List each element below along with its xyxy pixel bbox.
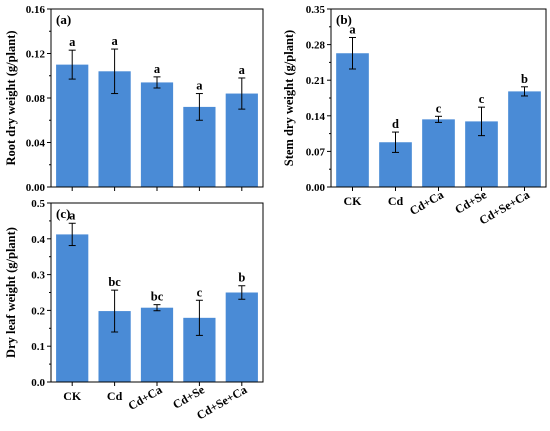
bar <box>56 64 89 187</box>
significance-label: bc <box>151 290 164 304</box>
x-tick-label: CK <box>344 194 363 208</box>
y-tick-label: 0.21 <box>306 75 325 87</box>
significance-label: bc <box>108 275 121 289</box>
panel-label: (b) <box>336 12 352 27</box>
y-tick-label: 0.2 <box>31 305 45 317</box>
significance-label: a <box>69 208 76 222</box>
bar <box>140 82 174 187</box>
y-axis-title: Dry leaf weight (g/plant) <box>4 227 18 358</box>
bar <box>422 119 455 187</box>
significance-label: a <box>196 79 203 93</box>
significance-label: a <box>69 35 76 49</box>
y-tick-label: 0.4 <box>31 234 45 246</box>
significance-label: a <box>349 22 356 36</box>
bar <box>336 53 369 188</box>
significance-label: a <box>154 62 161 76</box>
significance-label: d <box>392 117 399 131</box>
significance-label: c <box>479 92 485 106</box>
bar <box>56 234 89 382</box>
y-tick-label: 0.04 <box>26 138 46 150</box>
y-axis-title: Root dry weight (g/plant) <box>4 30 18 165</box>
significance-label: b <box>238 271 245 285</box>
significance-label: c <box>436 101 442 115</box>
bar <box>508 91 541 187</box>
panel-label: (c) <box>56 206 70 221</box>
y-tick-label: 0.14 <box>306 111 326 123</box>
y-axis-title: Stem dry weight (g/plant) <box>282 30 296 166</box>
y-tick-label: 0.00 <box>26 182 46 194</box>
y-tick-label: 0.0 <box>31 377 45 389</box>
y-tick-label: 0.5 <box>31 198 45 210</box>
y-tick-label: 0.1 <box>31 341 45 353</box>
y-tick-label: 0.35 <box>306 4 326 16</box>
x-tick-label: Cd+Ca <box>407 187 446 218</box>
y-tick-label: 0.28 <box>306 40 326 52</box>
significance-label: a <box>111 34 118 48</box>
x-tick-label: Cd <box>388 194 404 208</box>
panel-label: (a) <box>56 12 71 27</box>
y-tick-label: 0.3 <box>31 270 45 282</box>
y-tick-label: 0.08 <box>26 93 46 105</box>
x-tick-label: Cd+Ca <box>126 382 165 413</box>
x-tick-label: Cd <box>107 389 123 403</box>
y-tick-label: 0.07 <box>306 146 326 158</box>
significance-label: b <box>521 72 528 86</box>
significance-label: c <box>197 285 203 299</box>
y-tick-label: 0.00 <box>306 182 326 194</box>
significance-label: a <box>239 63 246 77</box>
y-tick-label: 0.16 <box>26 4 46 16</box>
bar <box>140 307 174 382</box>
y-tick-label: 0.12 <box>26 49 46 61</box>
x-tick-label: CK <box>63 389 82 403</box>
bar <box>225 292 258 382</box>
